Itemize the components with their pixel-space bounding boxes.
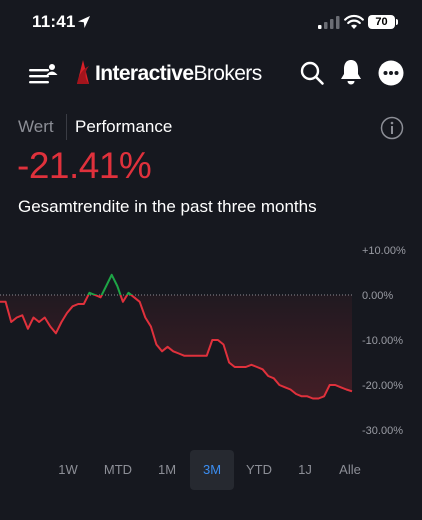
tab-wert[interactable]: Wert — [18, 117, 54, 136]
battery-level: 70 — [375, 16, 388, 28]
info-icon[interactable] — [380, 116, 404, 140]
wifi-icon — [344, 14, 364, 29]
status-time: 11:41 — [32, 12, 76, 31]
range-1m[interactable]: 1M — [157, 462, 177, 477]
brand-mark-icon — [77, 60, 89, 84]
y-tick-label: 0.00% — [362, 290, 393, 302]
performance-chart[interactable]: +10.00% 0.00% -10.00% -20.00% -30.00% — [0, 235, 422, 445]
series-line-negative — [0, 295, 353, 400]
y-tick-label: -10.00% — [362, 335, 403, 347]
y-tick-label: +10.00% — [362, 245, 406, 257]
tab-performance[interactable]: Performance — [75, 117, 173, 136]
range-1j[interactable]: 1J — [298, 462, 312, 477]
search-icon[interactable] — [299, 60, 325, 86]
interactive-brokers-logo: InteractiveBrokers — [74, 58, 274, 90]
y-tick-label: -20.00% — [362, 380, 403, 392]
range-alle[interactable]: Alle — [339, 462, 361, 477]
performance-value: -21.41% — [17, 145, 152, 186]
range-mtd[interactable]: MTD — [103, 462, 133, 477]
performance-label: Gesamtrendite in the past three months — [18, 197, 317, 216]
tab-divider — [66, 114, 67, 140]
range-ytd[interactable]: YTD — [246, 462, 272, 477]
battery-tip — [396, 19, 398, 25]
brand-wordmark: InteractiveBrokers — [95, 62, 262, 85]
range-3m[interactable]: 3M — [190, 450, 234, 490]
battery-icon: 70 — [368, 15, 395, 29]
range-1w[interactable]: 1W — [58, 462, 78, 477]
bell-icon[interactable] — [338, 58, 364, 86]
area-fill — [0, 295, 352, 399]
more-options-icon[interactable] — [377, 59, 405, 87]
time-range-selector: 1W MTD 1M 3M YTD 1J Alle — [0, 450, 422, 490]
location-arrow-icon — [78, 16, 90, 28]
cellular-signal-icon — [318, 16, 340, 29]
account-menu-icon[interactable] — [28, 62, 60, 88]
y-tick-label: -30.00% — [362, 425, 403, 437]
